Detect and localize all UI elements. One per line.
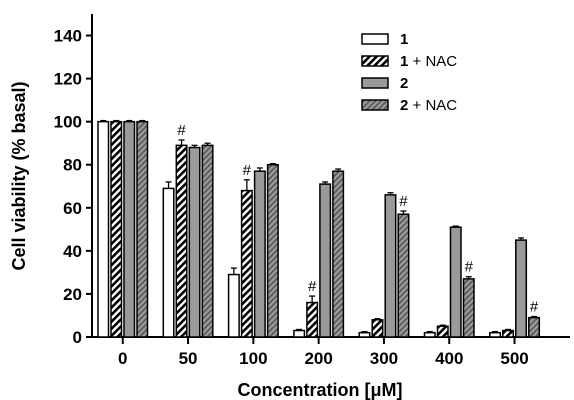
bar <box>528 316 541 338</box>
bar <box>489 331 502 338</box>
bar <box>123 120 136 338</box>
bar <box>266 163 279 338</box>
bar <box>502 329 515 338</box>
y-tick-label: 140 <box>54 27 82 46</box>
legend-label: 2 <box>400 75 408 92</box>
bars-group: # # # # # # <box>97 119 541 338</box>
bar <box>253 170 266 338</box>
y-axis-title: Cell viability (% basal) <box>9 81 29 270</box>
legend-label: 2 + NAC <box>400 97 457 114</box>
x-tick-label: 100 <box>239 349 267 368</box>
bar <box>371 319 384 338</box>
bar <box>384 194 397 338</box>
legend: 1 1 + NAC 2 2 + NAC <box>361 31 457 114</box>
bar <box>227 273 240 338</box>
legend-label: 1 + NAC <box>400 53 457 70</box>
bar <box>136 120 149 338</box>
x-tick-label: 300 <box>370 349 398 368</box>
bar <box>358 331 371 338</box>
x-tick-label: 50 <box>179 349 198 368</box>
bar <box>319 183 332 338</box>
x-tick-label: 200 <box>304 349 332 368</box>
bar <box>436 325 449 338</box>
x-tick-label: 400 <box>435 349 463 368</box>
x-tick-label: 0 <box>118 349 127 368</box>
bar <box>462 278 475 338</box>
legend-swatch <box>361 33 389 45</box>
legend-swatch <box>361 55 389 67</box>
bar <box>293 329 306 338</box>
x-axis-title: Concentration [μM] <box>238 380 403 400</box>
bar <box>332 170 345 338</box>
bar <box>110 120 123 338</box>
bar <box>162 187 175 338</box>
bar <box>201 144 214 338</box>
y-tick-label: 0 <box>73 328 82 347</box>
bar <box>306 301 319 338</box>
y-tick-label: 100 <box>54 113 82 132</box>
legend-swatch <box>361 77 389 89</box>
legend-swatch <box>361 99 389 111</box>
bar <box>397 213 410 338</box>
bar <box>240 189 253 338</box>
bar <box>449 226 462 338</box>
y-tick-label: 120 <box>54 70 82 89</box>
significance-mark: # <box>399 193 408 210</box>
bar <box>423 331 436 338</box>
y-tick-label: 40 <box>63 242 82 261</box>
y-tick-label: 60 <box>63 199 82 218</box>
y-tick-label: 20 <box>63 285 82 304</box>
axes: 0 20 40 60 80 100 120 140 0 50 100 200 300 400 500 <box>54 14 570 368</box>
significance-mark: # <box>530 299 539 316</box>
y-tick-label: 80 <box>63 156 82 175</box>
legend-label: 1 <box>400 31 408 48</box>
bar <box>188 146 201 338</box>
bar <box>515 239 528 338</box>
significance-mark: # <box>177 122 186 139</box>
bar <box>175 144 188 338</box>
bar <box>97 120 110 338</box>
significance-mark: # <box>465 259 474 276</box>
significance-mark: # <box>308 278 317 295</box>
x-tick-label: 500 <box>500 349 528 368</box>
significance-mark: # <box>243 162 252 179</box>
